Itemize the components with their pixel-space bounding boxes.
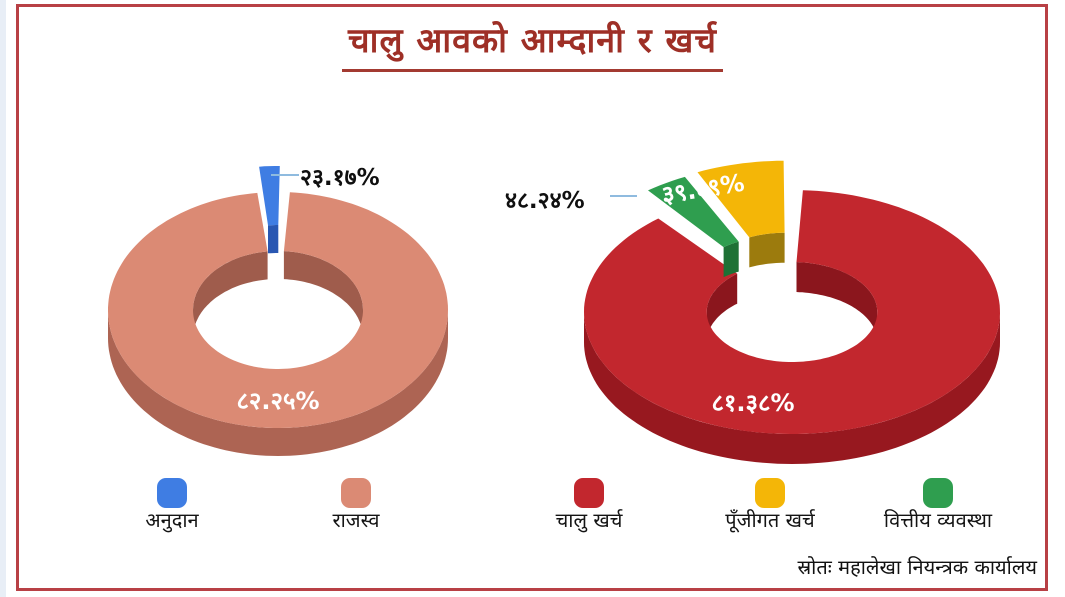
page-edge-strip <box>0 0 6 597</box>
label-revenue-percent: ८२.२५% <box>236 387 320 415</box>
pie-inner-wall-1-0 <box>706 273 738 342</box>
pie-slice-1-0 <box>584 190 1000 434</box>
pie-inner-wall-0-1 <box>283 251 363 338</box>
legend-swatch-current-exp <box>574 478 604 508</box>
pie-inner-wall-1-0 <box>796 262 878 342</box>
pie-inner-wall-0-1 <box>193 251 268 338</box>
pie-inner-wall-1-2 <box>723 241 739 278</box>
label-financial-percent: ४८.२४% <box>505 188 585 214</box>
label-grants-percent: २३.१७% <box>300 165 380 191</box>
legend-label-current-exp: चालु खर्च <box>555 508 623 532</box>
legend-swatch-financial <box>923 478 953 508</box>
label-current-exp-percent: ८१.३८% <box>711 389 795 417</box>
legend-swatch-capital-exp <box>755 478 785 508</box>
legend-label-revenue: राजस्व <box>332 508 380 532</box>
page-title: चालु आवको आम्दानी र खर्च <box>0 16 1065 72</box>
page-title-text: चालु आवको आम्दानी र खर्च <box>342 16 723 72</box>
pie-slice-1-2 <box>648 176 739 248</box>
pie-slice-0-0 <box>259 166 280 226</box>
pie-outer-wall-0-1 <box>108 310 448 456</box>
legend-label-grants: अनुदान <box>145 508 199 532</box>
source-note: स्रोतः महालेखा नियन्त्रक कार्यालय <box>797 555 1037 579</box>
pie-inner-wall-0-0 <box>268 225 279 254</box>
legend-swatch-revenue <box>341 478 371 508</box>
legend-label-capital-exp: पूँजीगत खर्च <box>725 508 815 532</box>
legend-label-financial: वित्तीय व्यवस्था <box>883 508 993 532</box>
border-frame <box>16 4 1048 591</box>
pie-slice-1-1 <box>697 160 785 238</box>
pie-inner-wall-1-1 <box>749 232 785 268</box>
legend-swatch-grants <box>157 478 187 508</box>
pie-outer-wall-1-0 <box>584 312 1000 464</box>
pie-slice-0-1 <box>108 192 448 428</box>
